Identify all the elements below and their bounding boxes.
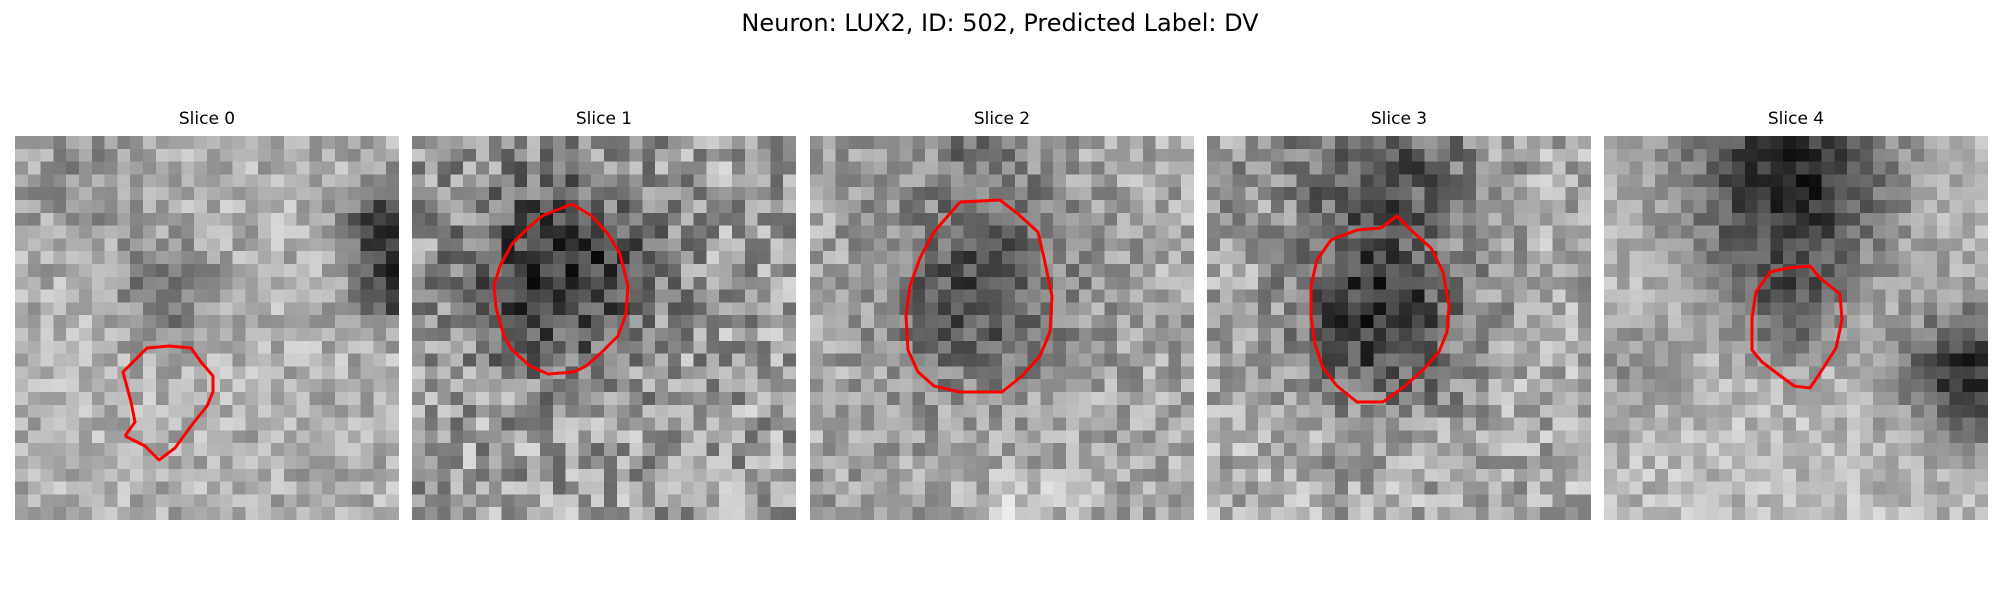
slice-panel-0: Slice 0 bbox=[15, 108, 399, 520]
slice-panel-2: Slice 2 bbox=[810, 108, 1194, 520]
slice-title: Slice 4 bbox=[1767, 109, 1825, 129]
segmentation-contour bbox=[492, 202, 630, 376]
slice-image bbox=[412, 136, 796, 520]
segmentation-contour bbox=[1750, 264, 1844, 390]
slice-title: Slice 2 bbox=[973, 109, 1031, 129]
slice-image bbox=[1207, 136, 1591, 520]
slice-image bbox=[1604, 136, 1988, 520]
grayscale-patch bbox=[1604, 136, 1988, 520]
slice-image bbox=[15, 136, 399, 520]
grayscale-patch bbox=[1207, 136, 1591, 520]
grayscale-patch bbox=[15, 136, 399, 520]
slice-image bbox=[810, 136, 1194, 520]
figure-title: Neuron: LUX2, ID: 502, Predicted Label: … bbox=[741, 9, 1259, 37]
slice-title: Slice 1 bbox=[575, 109, 633, 129]
slice-panel-4: Slice 4 bbox=[1604, 108, 1988, 520]
segmentation-contour bbox=[121, 344, 215, 462]
slice-panel-1: Slice 1 bbox=[412, 108, 796, 520]
slice-title: Slice 3 bbox=[1370, 109, 1428, 129]
segmentation-contour bbox=[1309, 214, 1451, 404]
slice-panel-3: Slice 3 bbox=[1207, 108, 1591, 520]
segmentation-contour bbox=[904, 198, 1054, 394]
slice-title: Slice 0 bbox=[178, 109, 236, 129]
grayscale-patch bbox=[412, 136, 796, 520]
